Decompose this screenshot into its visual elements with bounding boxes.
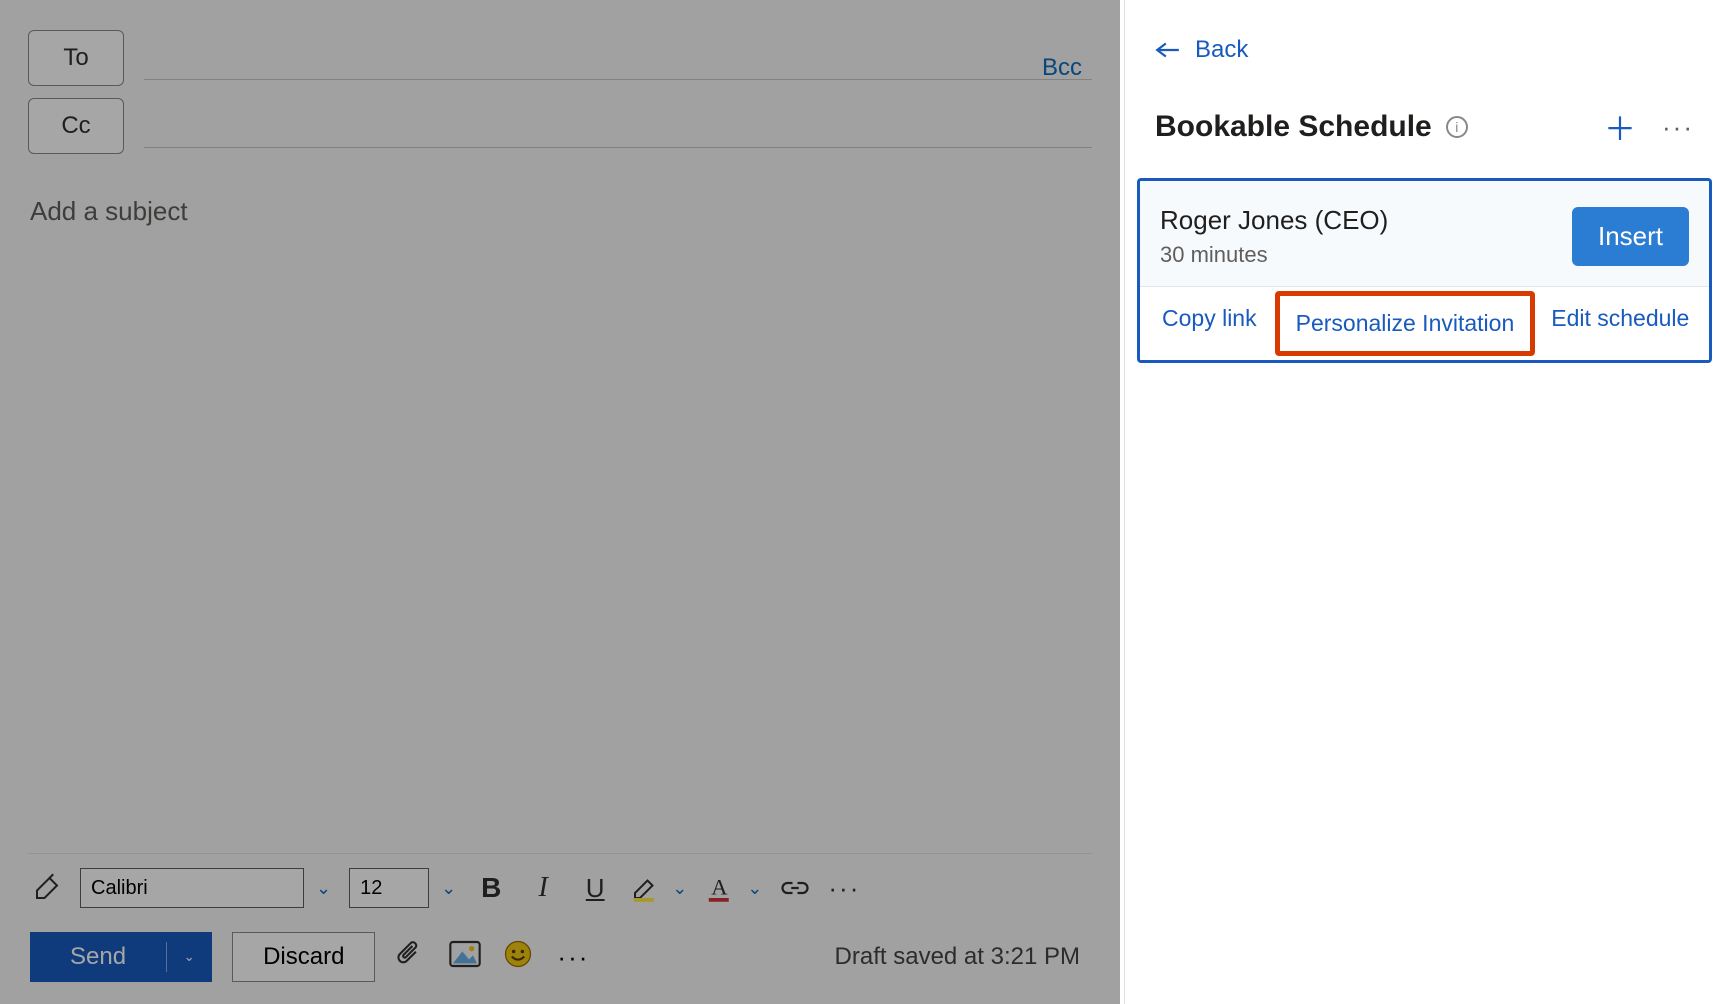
- font-name-select[interactable]: [80, 868, 304, 908]
- font-name-chevron-icon[interactable]: ⌄: [316, 878, 331, 899]
- back-arrow-icon: [1155, 40, 1181, 60]
- message-body[interactable]: [28, 233, 1092, 853]
- draft-status-text: Draft saved at 3:21 PM: [835, 943, 1080, 971]
- actions-more-icon[interactable]: ···: [557, 942, 589, 973]
- schedule-name: Roger Jones (CEO): [1160, 205, 1388, 236]
- underline-button[interactable]: U: [578, 873, 612, 904]
- panel-title: Bookable Schedule: [1155, 110, 1432, 144]
- font-color-icon[interactable]: A: [705, 873, 735, 903]
- personalize-invitation-action[interactable]: Personalize Invitation: [1275, 291, 1536, 356]
- edit-schedule-action[interactable]: Edit schedule: [1535, 287, 1711, 360]
- to-button[interactable]: To: [28, 30, 124, 86]
- cc-field[interactable]: [144, 104, 1092, 148]
- insert-button[interactable]: Insert: [1572, 207, 1689, 266]
- bold-button[interactable]: B: [474, 872, 508, 904]
- panel-more-icon[interactable]: ···: [1662, 112, 1694, 143]
- insert-picture-icon[interactable]: [449, 940, 483, 974]
- format-painter-icon[interactable]: [32, 873, 62, 903]
- font-size-select[interactable]: [349, 868, 429, 908]
- bookable-schedule-panel: Back Bookable Schedule i ＋ ··· Roger Jon…: [1124, 0, 1724, 1004]
- add-schedule-icon[interactable]: ＋: [1604, 104, 1636, 150]
- subject-input[interactable]: [28, 190, 1092, 233]
- highlight-chevron-icon[interactable]: ⌄: [672, 878, 687, 899]
- back-label: Back: [1195, 36, 1248, 64]
- insert-link-icon[interactable]: [780, 878, 810, 898]
- font-color-chevron-icon[interactable]: ⌄: [747, 878, 762, 899]
- send-split-chevron-icon[interactable]: ⌄: [166, 932, 212, 982]
- highlight-icon[interactable]: [630, 873, 660, 903]
- send-button[interactable]: Send: [30, 932, 166, 982]
- bcc-link[interactable]: Bcc: [1042, 54, 1082, 82]
- italic-button[interactable]: I: [526, 872, 560, 904]
- info-icon[interactable]: i: [1446, 116, 1468, 138]
- action-bar: Send ⌄ Discard ··· Draft saved at: [28, 922, 1092, 988]
- to-field[interactable]: [144, 36, 1092, 80]
- attach-icon[interactable]: [395, 938, 429, 976]
- format-toolbar: ⌄ ⌄ B I U ⌄ A ⌄ ···: [28, 853, 1092, 922]
- copy-link-action[interactable]: Copy link: [1140, 287, 1275, 360]
- compose-pane: To Cc Bcc ⌄ ⌄ B I U ⌄: [0, 0, 1120, 1004]
- font-size-chevron-icon[interactable]: ⌄: [441, 878, 456, 899]
- format-more-icon[interactable]: ···: [828, 873, 860, 904]
- cc-button[interactable]: Cc: [28, 98, 124, 154]
- emoji-icon[interactable]: [503, 939, 537, 975]
- back-link[interactable]: Back: [1155, 36, 1694, 64]
- schedule-duration: 30 minutes: [1160, 242, 1388, 268]
- schedule-card: Roger Jones (CEO) 30 minutes Insert Copy…: [1137, 178, 1712, 363]
- discard-button[interactable]: Discard: [232, 932, 375, 982]
- svg-text:A: A: [712, 874, 729, 899]
